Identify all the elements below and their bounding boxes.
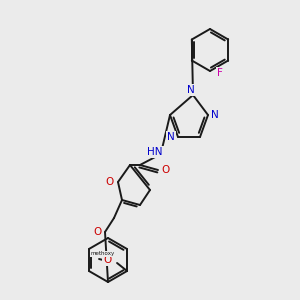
Text: N: N <box>211 110 219 120</box>
Text: O: O <box>161 165 169 175</box>
Text: F: F <box>217 68 223 78</box>
Text: O: O <box>106 177 114 187</box>
Text: N: N <box>167 132 175 142</box>
Text: O: O <box>103 255 111 265</box>
Text: N: N <box>187 85 195 95</box>
Text: HN: HN <box>147 147 163 157</box>
Text: O: O <box>94 227 102 237</box>
Text: methoxy: methoxy <box>91 251 115 256</box>
